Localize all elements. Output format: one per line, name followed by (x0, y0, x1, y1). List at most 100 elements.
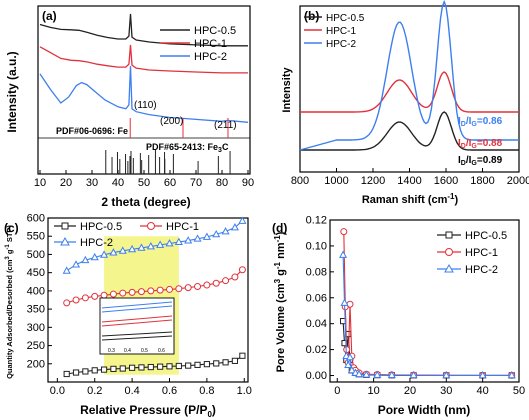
isotherm-point-hpc1-15 (203, 281, 211, 289)
raman-line-hpc05 (300, 111, 519, 151)
panel-d-xtick-label-0: 0 (334, 385, 340, 397)
panel-b-xtick-label-1600: 1600 (434, 175, 458, 187)
panel-d-xtick-label-30: 30 (440, 385, 452, 397)
isotherm-point-hpc05-0 (63, 370, 70, 378)
panel-c-letter: (c) (4, 221, 19, 235)
panel-d-xtick-label-10: 10 (367, 385, 379, 397)
isotherm-point-hpc1-11 (165, 285, 173, 293)
panel-a-xtick-label-60: 60 (164, 177, 176, 189)
panel-c-xtick-label-08: 0.8 (199, 385, 214, 397)
panel-d: (d) Pore Volume (cm3 g-1 nm-1) Pore Widt… (272, 215, 525, 418)
inset-tick-06: 0.6 (158, 348, 165, 354)
isotherm-point-hpc1-19 (238, 266, 246, 274)
legend-label-hpc1: HPC-1 (194, 38, 227, 50)
panel-d-xtick-label-50: 50 (513, 385, 525, 397)
panel-d-ytick-label-000: 0.00 (306, 370, 327, 382)
isotherm-point-hpc1-3 (91, 292, 99, 300)
psd-point-hpc2-5 (347, 365, 356, 374)
psd-point-hpc2-0 (339, 250, 348, 258)
panel-c-ytick-label-400: 400 (27, 285, 45, 297)
legend-label-c-hpc05: HPC-0.5 (80, 221, 122, 233)
legend-marker-c-hpc1 (147, 222, 155, 230)
isotherm-point-hpc05-13 (185, 362, 192, 369)
panel-d-ytick-label-008: 0.08 (306, 266, 327, 278)
psd-point-hpc2-1 (340, 298, 349, 306)
psd-point-hpc1-4 (346, 300, 354, 308)
panel-d-ytick-label-010: 0.10 (306, 240, 327, 252)
isotherm-point-hpc05-2 (82, 368, 89, 375)
panel-a-xtick-label-80: 80 (216, 177, 228, 189)
panel-c-ytick-label-350: 350 (27, 304, 45, 316)
isotherm-point-hpc2-2 (81, 255, 90, 264)
isotherm-point-hpc1-5 (109, 290, 117, 298)
isotherm-point-hpc05-14 (194, 361, 201, 368)
isotherm-point-hpc05-11 (166, 363, 173, 370)
raman-line-hpc2 (299, 0, 519, 151)
isotherm-point-hpc1-1 (72, 296, 80, 304)
xrd-line-hpc2 (39, 66, 249, 123)
panel-c-ytick-label-550: 550 (27, 231, 45, 243)
panel-c-frame (47, 217, 249, 383)
isotherm-point-hpc2-12 (174, 237, 183, 245)
isotherm-point-hpc05-8 (138, 364, 145, 371)
isotherm-point-hpc2-3 (90, 252, 99, 261)
panel-c-ytick-label-200: 200 (27, 358, 45, 370)
peak-label-200: (200) (160, 116, 183, 127)
panel-c-ytick-label-600: 600 (27, 213, 45, 225)
legend-label-hpc2: HPC-2 (194, 51, 227, 63)
isotherm-point-hpc2-11 (165, 239, 174, 247)
panel-d-ytick-label-004: 0.04 (306, 318, 327, 330)
isotherm-point-hpc2-9 (146, 241, 155, 250)
panel-a-xtick-label-10: 10 (34, 177, 46, 189)
panel-a-legend: HPC-0.5 HPC-1 HPC-2 (160, 25, 236, 63)
inset-line-ads-hpc1 (101, 319, 173, 327)
panel-b-xtick-label-800: 800 (291, 175, 309, 187)
panel-d-xlabel: Pore Width (nm) (378, 403, 471, 417)
isotherm-point-hpc2-0 (62, 266, 71, 274)
panel-a-xtick-label-30: 30 (86, 177, 98, 189)
psd-point-hpc2-7 (355, 369, 364, 378)
psd-point-hpc1-0 (340, 228, 348, 236)
isotherm-point-hpc2-19 (238, 216, 247, 224)
legend-label-b-hpc2: HPC-2 (326, 39, 356, 50)
panel-c-ytick-label-250: 250 (27, 340, 45, 352)
xrd-line-hpc1 (39, 44, 248, 74)
ratio-label-hpc2: ID/IG=0.86 (458, 116, 503, 128)
raman-line-hpc1 (300, 71, 519, 113)
legend-label-b-hpc1: HPC-1 (326, 26, 356, 37)
inset-line-des-hpc2 (101, 301, 173, 309)
panel-c-ytick-label-300: 300 (27, 322, 45, 334)
panel-b-xtick-label-1000: 1000 (324, 175, 348, 187)
inset-tick-03: 0.3 (108, 348, 115, 354)
inset-line-des-hpc1 (101, 315, 173, 323)
panel-b-xtick-label-1400: 1400 (397, 175, 421, 187)
panel-d-ylabel: Pore Volume (cm3 g-1 nm-1) (273, 231, 287, 372)
isotherm-point-hpc1-17 (222, 277, 230, 285)
psd-point-hpc2-3 (344, 360, 353, 369)
panel-c-legend: HPC-0.5 HPC-1 HPC-2 (54, 221, 199, 249)
isotherm-point-hpc2-13 (184, 236, 193, 244)
panel-c-xtick-label-02: 0.2 (87, 385, 102, 397)
panel-b-xtick-label-1800: 1800 (470, 175, 494, 187)
psd-point-hpc2-8 (362, 370, 371, 378)
isotherm-point-hpc1-4 (100, 291, 108, 299)
isotherm-point-hpc1-8 (137, 288, 145, 296)
panel-a-xtick-label-90: 90 (242, 177, 254, 189)
panel-b-xtick-label-2000: 2000 (507, 175, 529, 187)
isotherm-point-hpc05-18 (231, 357, 239, 364)
isotherm-point-hpc05-15 (203, 361, 210, 368)
panel-a: (a) Intensity (a.u.) 2 theta (degree) 10… (5, 5, 254, 209)
isotherm-point-hpc1-13 (184, 284, 192, 292)
panel-a-xtick-label-20: 20 (60, 177, 72, 189)
isotherm-point-hpc2-15 (202, 232, 211, 240)
isotherm-point-hpc1-0 (63, 299, 71, 307)
psd-point-hpc2-14 (507, 370, 516, 379)
isotherm-point-hpc05-4 (100, 366, 108, 373)
isotherm-point-hpc05-10 (157, 363, 164, 370)
isotherm-point-hpc2-18 (230, 223, 239, 231)
inset-tick-05: 0.5 (141, 348, 148, 354)
panel-c-ytick-label-500: 500 (27, 249, 45, 261)
isotherm-point-hpc2-5 (109, 248, 118, 256)
inset-tick-04: 0.4 (124, 348, 131, 354)
legend-label-d-hpc2: HPC-2 (465, 264, 498, 276)
